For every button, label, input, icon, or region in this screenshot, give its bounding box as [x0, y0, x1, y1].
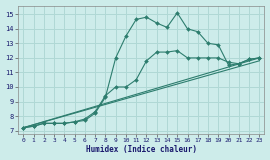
X-axis label: Humidex (Indice chaleur): Humidex (Indice chaleur)	[86, 145, 197, 154]
